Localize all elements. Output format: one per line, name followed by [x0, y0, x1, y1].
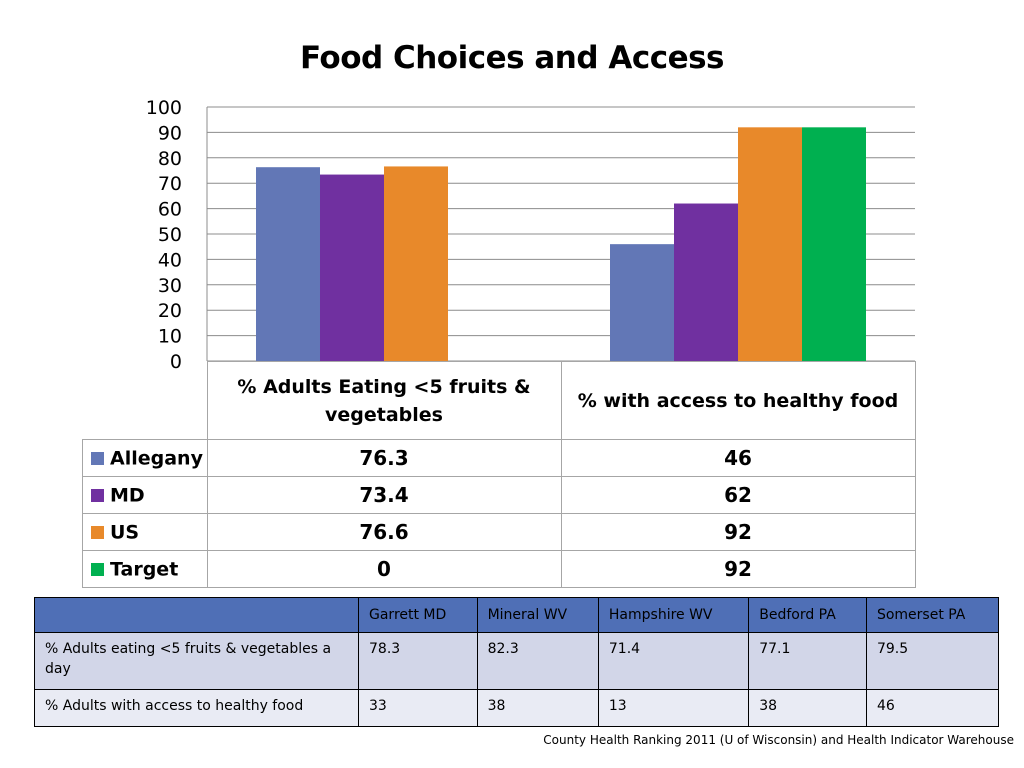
data-table-row: US 76.6 92 — [82, 513, 916, 551]
county-table-cell: 33 — [358, 689, 478, 727]
data-table-header: % with access to healthy food — [560, 361, 916, 440]
chart-data-table: % Adults Eating <5 fruits & vegetables %… — [82, 361, 916, 588]
bar — [610, 244, 674, 361]
legend-swatch — [91, 451, 104, 465]
y-tick-label: 80 — [158, 148, 182, 170]
county-table-cell: 71.4 — [597, 632, 750, 690]
county-table-cell: 46 — [865, 689, 1000, 727]
county-table-cell: 77.1 — [748, 632, 867, 690]
y-tick-label: 70 — [158, 173, 182, 195]
county-comparison-table: Garrett MD Mineral WV Hampshire WV Bedfo… — [34, 597, 1000, 727]
county-table-cell: 82.3 — [476, 632, 599, 690]
county-table-row: % Adults with access to healthy food 33 … — [34, 689, 1000, 727]
county-table-row: % Adults eating <5 fruits & vegetables a… — [34, 632, 1000, 690]
y-tick-label: 10 — [158, 326, 182, 348]
data-table-row: Target 0 92 — [82, 550, 916, 588]
legend-entry-target: Target — [82, 550, 208, 588]
data-table-cell: 76.3 — [206, 439, 562, 477]
data-table-cell: 0 — [206, 550, 562, 588]
county-table-cell: 13 — [597, 689, 750, 727]
legend-entry-md: MD — [82, 476, 208, 514]
data-table-row: MD 73.4 62 — [82, 476, 916, 514]
county-table-header: Bedford PA — [748, 597, 867, 633]
county-table-header: Mineral WV — [476, 597, 599, 633]
data-table-cell: 73.4 — [206, 476, 562, 514]
legend-label: Allegany — [110, 447, 203, 470]
data-table-header-row: % Adults Eating <5 fruits & vegetables %… — [82, 361, 916, 440]
data-table-header: % Adults Eating <5 fruits & vegetables — [206, 361, 562, 440]
y-tick-label: 100 — [146, 97, 182, 119]
county-table-header: Hampshire WV — [597, 597, 750, 633]
data-table-cell: 92 — [560, 550, 916, 588]
bar — [320, 174, 384, 361]
y-tick-label: 50 — [158, 224, 182, 246]
county-table-row-label: % Adults eating <5 fruits & vegetables a… — [34, 632, 359, 690]
y-tick-label: 60 — [158, 199, 182, 221]
bar — [802, 127, 866, 361]
bar — [674, 203, 738, 361]
y-tick-label: 40 — [158, 249, 182, 271]
data-table-cell: 92 — [560, 513, 916, 551]
legend-label: US — [110, 521, 140, 544]
data-table-row: Allegany 76.3 46 — [82, 439, 916, 477]
legend-entry-us: US — [82, 513, 208, 551]
county-table-cell: 78.3 — [358, 632, 478, 690]
bar — [384, 166, 448, 361]
legend-label: MD — [110, 484, 145, 507]
chart-title: Food Choices and Access — [299, 40, 725, 76]
county-table-header: Garrett MD — [358, 597, 478, 633]
y-tick-label: 30 — [158, 275, 182, 297]
legend-swatch — [91, 488, 104, 502]
county-table-cell: 38 — [476, 689, 599, 727]
legend-entry-allegany: Allegany — [82, 439, 208, 477]
y-tick-label: 90 — [158, 122, 182, 144]
county-table-corner — [34, 597, 359, 633]
legend-swatch — [91, 525, 104, 539]
county-table-header-row: Garrett MD Mineral WV Hampshire WV Bedfo… — [34, 597, 1000, 633]
county-table-cell: 79.5 — [865, 632, 1000, 690]
legend-swatch — [91, 562, 104, 576]
bar — [256, 167, 320, 361]
data-table-cell: 46 — [560, 439, 916, 477]
county-table-header: Somerset PA — [865, 597, 1000, 633]
legend-label: Target — [110, 558, 179, 581]
bar — [738, 127, 802, 361]
data-table-cell: 76.6 — [206, 513, 562, 551]
data-table-cell: 62 — [560, 476, 916, 514]
county-table-cell: 38 — [748, 689, 867, 727]
county-table-row-label: % Adults with access to healthy food — [34, 689, 359, 727]
source-note: County Health Ranking 2011 (U of Wiscons… — [543, 733, 1014, 747]
data-table-corner — [82, 361, 208, 440]
y-tick-label: 20 — [158, 300, 182, 322]
